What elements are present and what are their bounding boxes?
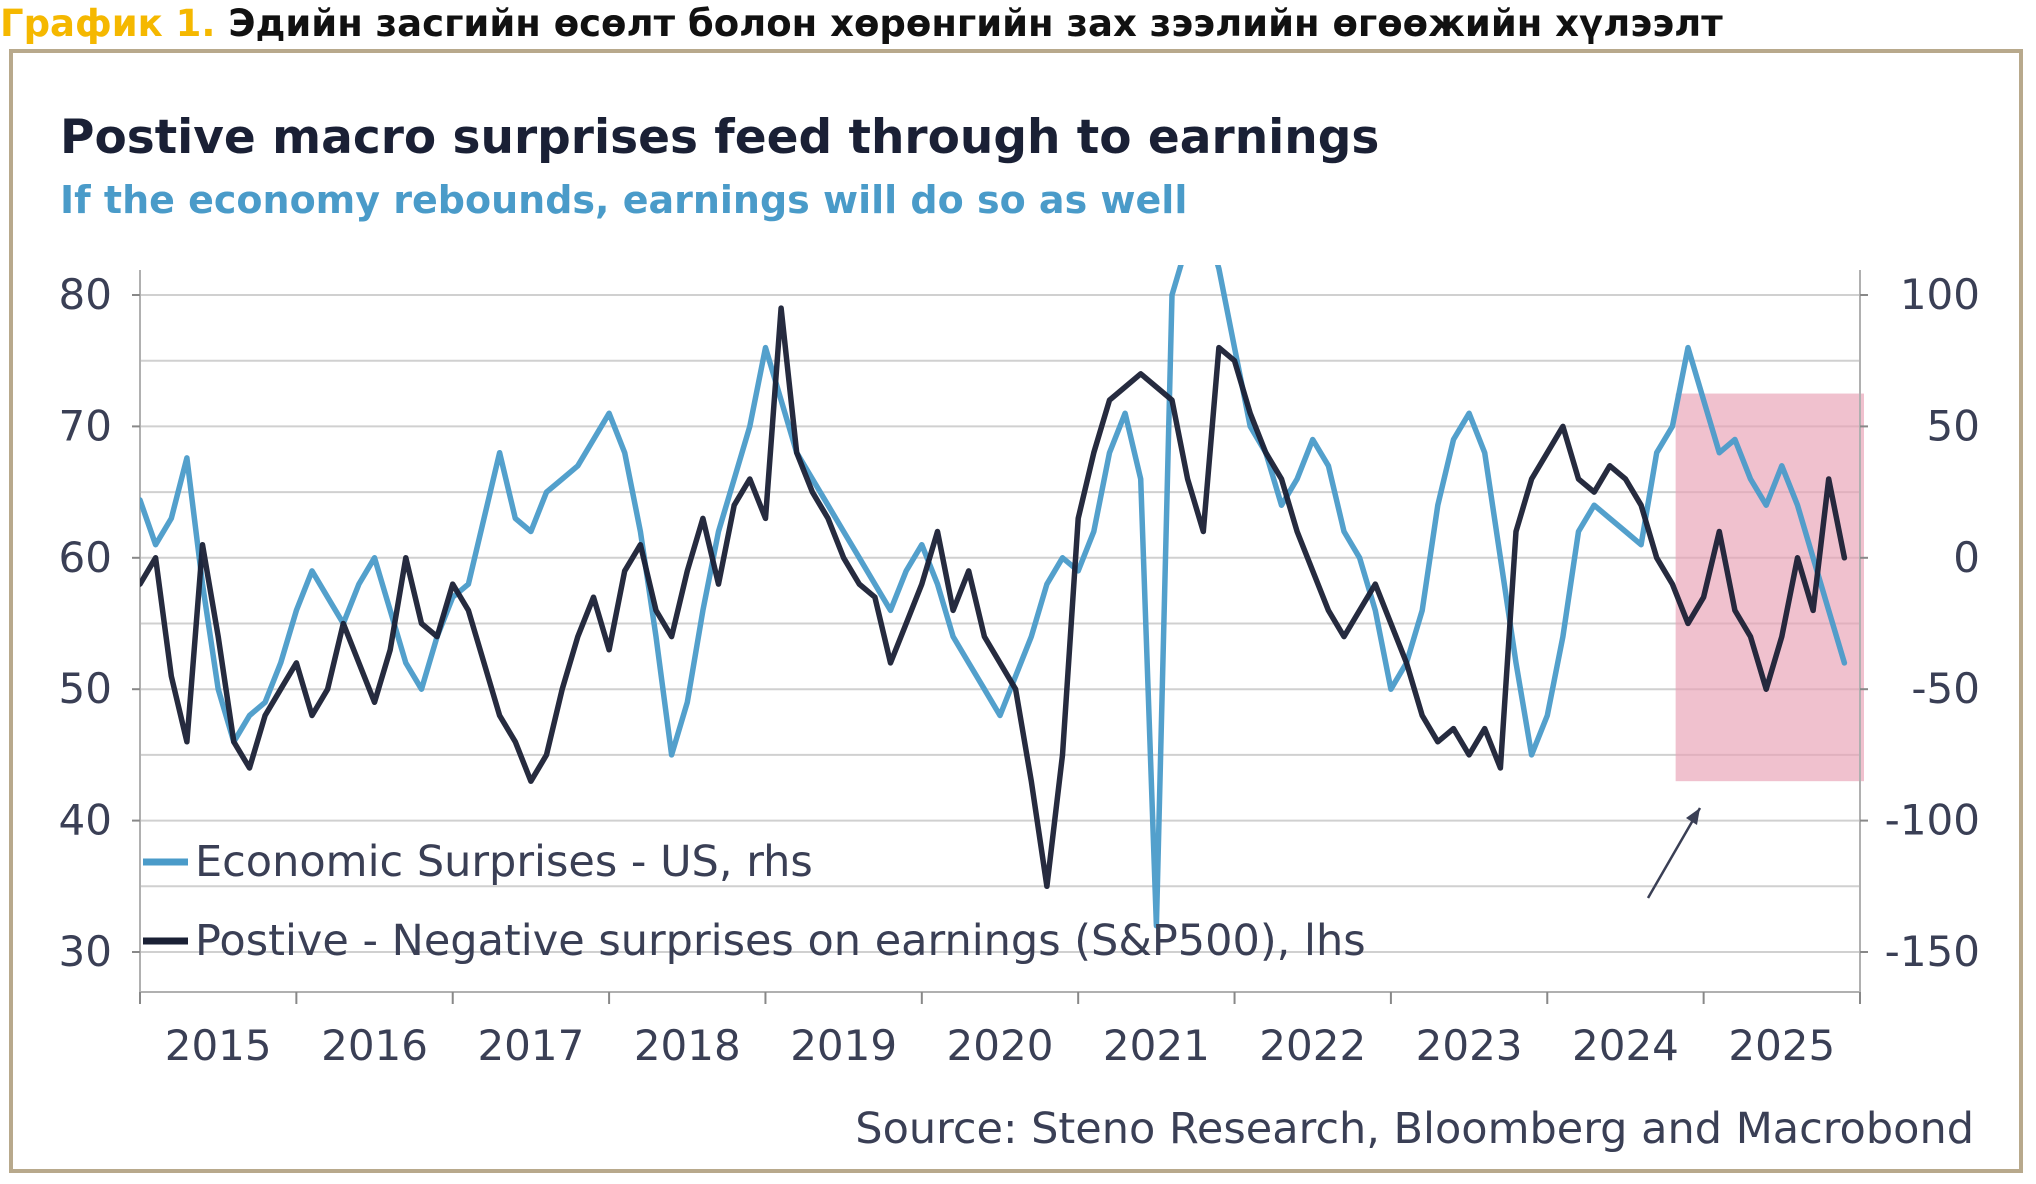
right-tick-label: 0 [1953,533,1980,582]
x-tick-label: 2023 [1416,1021,1523,1070]
x-tick-label: 2018 [634,1021,741,1070]
figure-caption: Эдийн засгийн өсөлт болон хөрөнгийн зах … [215,2,1723,45]
chart-subtitle: If the economy rebounds, earnings will d… [60,178,1188,222]
x-tick-label: 2019 [790,1021,897,1070]
legend-label: Postive - Negative surprises on earnings… [195,916,1366,966]
figure-number: График 1. [0,2,216,45]
right-tick-label: -50 [1911,664,1980,713]
right-tick-label: 100 [1900,270,1980,319]
annotation-arrow-line [1646,807,1702,899]
x-tick-label: 2021 [1103,1021,1210,1070]
left-tick-label: 80 [59,270,112,319]
x-tick-label: 2016 [321,1021,428,1070]
chart-title: Postive macro surprises feed through to … [60,110,1380,165]
x-tick-label: 2017 [477,1021,584,1070]
chart-frame [9,49,2023,1173]
x-tick-label: 2024 [1572,1021,1679,1070]
x-tick-label: 2020 [947,1021,1054,1070]
right-tick-label: -150 [1885,927,1980,976]
left-tick-label: 60 [59,533,112,582]
x-tick-label: 2022 [1259,1021,1366,1070]
chart-source: Source: Steno Research, Bloomberg and Ma… [855,1104,1974,1154]
series-line-economic-surprises [140,265,1848,929]
left-tick-label: 70 [59,401,112,450]
series-group [140,265,1848,929]
left-tick-label: 40 [59,796,112,845]
left-tick-label: 50 [59,664,112,713]
annotation-arrow-head [1686,808,1700,825]
series-line-earnings-surprises [140,305,1848,890]
figure-header: График 1. Эдийн засгийн өсөлт болон хөрө… [0,0,2036,50]
x-tick-label: 2025 [1728,1021,1835,1070]
legend-label: Economic Surprises - US, rhs [195,837,813,887]
left-tick-label: 30 [59,927,112,976]
right-tick-label: 50 [1927,401,1980,450]
right-tick-label: -100 [1885,796,1980,845]
figure-label: График 1. Эдийн засгийн өсөлт болон хөрө… [0,2,1723,45]
x-tick-label: 2015 [165,1021,272,1070]
